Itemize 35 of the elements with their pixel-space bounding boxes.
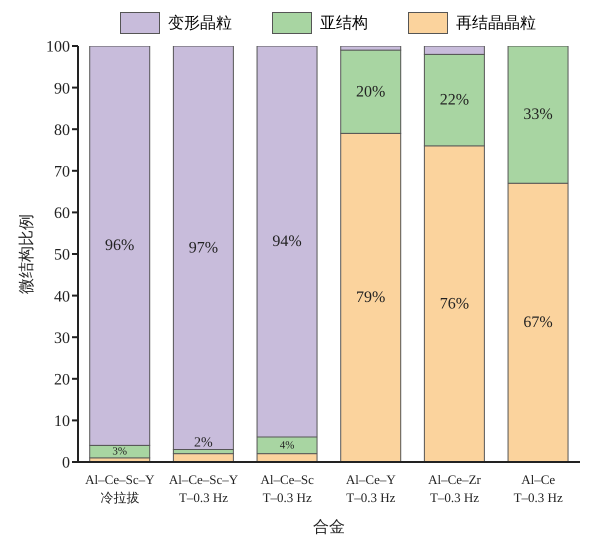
y-tick-label: 40 bbox=[54, 288, 70, 306]
y-tick-label: 80 bbox=[54, 122, 70, 139]
y-tick-label: 50 bbox=[54, 246, 70, 264]
x-tick-label: Al–Ce–Zr T–0.3 Hz bbox=[428, 472, 482, 505]
y-tick-label: 90 bbox=[54, 80, 70, 98]
data-label: 3% bbox=[112, 446, 128, 458]
x-tick-label: Al–Ce–Sc–Y 冷拉拔 bbox=[85, 472, 156, 505]
y-tick-label: 0 bbox=[62, 454, 70, 472]
legend-label: 再结晶晶粒 bbox=[456, 14, 536, 34]
y-tick-label: 20 bbox=[54, 371, 70, 388]
data-label: 2% bbox=[194, 436, 214, 451]
x-tick-label: Al–Ce–Y T–0.3 Hz bbox=[346, 472, 396, 505]
data-label: 33% bbox=[523, 106, 553, 124]
data-label: 97% bbox=[188, 239, 218, 256]
bar bbox=[172, 46, 234, 450]
x-tick-label: Al–Ce–Sc T–0.3 Hz bbox=[260, 472, 314, 505]
data-label: 76% bbox=[440, 295, 470, 312]
data-label: 79% bbox=[356, 289, 386, 306]
y-tick-label: 100 bbox=[46, 38, 70, 56]
y-tick-label: 60 bbox=[54, 205, 70, 222]
legend-label: 变形晶粒 bbox=[168, 14, 232, 34]
data-label: 67% bbox=[523, 314, 553, 332]
data-label: 96% bbox=[105, 237, 134, 254]
x-tick-label: Al–Ce–Sc–Y T–0.3 Hz bbox=[168, 472, 239, 505]
y-tick-label: 70 bbox=[54, 163, 70, 180]
data-label: 20% bbox=[356, 83, 386, 100]
x-tick-label: Al–Ce T–0.3 Hz bbox=[514, 472, 563, 505]
data-label: 4% bbox=[280, 439, 294, 452]
y-tick-label: 30 bbox=[54, 330, 70, 347]
data-label: 94% bbox=[272, 233, 302, 250]
data-label: 22% bbox=[440, 92, 470, 109]
y-axis-title: 微结构比例 bbox=[18, 214, 36, 294]
legend-label: 亚结构 bbox=[320, 14, 368, 34]
x-axis-title: 合金 bbox=[313, 518, 345, 536]
y-tick-label: 10 bbox=[54, 413, 70, 430]
